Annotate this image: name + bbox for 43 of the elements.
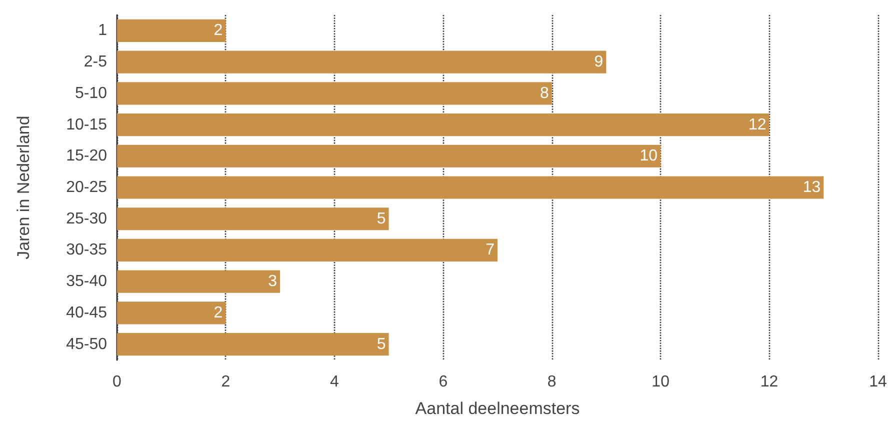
x-tick-label: 0: [112, 374, 122, 390]
data-label: 13: [802, 179, 821, 196]
y-tick-label: 2-5: [84, 54, 108, 71]
bar: [117, 176, 824, 199]
bar: [117, 82, 552, 105]
data-label: 10: [640, 148, 658, 165]
y-tick-label: 20-25: [66, 179, 108, 196]
x-tick-label: 8: [547, 374, 556, 390]
bar: [117, 270, 280, 293]
data-label: 9: [594, 54, 604, 71]
data-label: 8: [540, 84, 549, 102]
y-tick-label: 15-20: [66, 148, 108, 165]
y-axis-title: Jaren in Nederland: [14, 116, 33, 260]
y-tick-label: 40-45: [66, 304, 108, 322]
bar: [117, 333, 389, 356]
x-tick-label: 2: [221, 374, 230, 390]
x-tick-label: 12: [760, 374, 778, 390]
bar: [117, 113, 770, 136]
data-label: 12: [748, 116, 766, 134]
data-label: 5: [376, 336, 386, 353]
bar: [117, 208, 389, 230]
data-label: 2: [214, 304, 223, 322]
y-tick-label: 5-10: [74, 84, 108, 102]
x-tick-label: 6: [438, 374, 448, 390]
y-tick-label: 30-35: [66, 242, 108, 259]
x-tick-label: 4: [330, 374, 339, 390]
bar: [117, 19, 226, 42]
y-tick-label: 10-15: [66, 116, 108, 134]
bar: [117, 144, 661, 168]
x-axis-title: Aantal deelneemsters: [415, 399, 580, 418]
y-tick-label: 25-30: [66, 210, 108, 228]
data-label: 7: [486, 242, 495, 259]
bar: [117, 302, 226, 324]
data-label: 3: [268, 273, 278, 290]
y-tick-label: 35-40: [66, 273, 108, 290]
data-label: 5: [376, 210, 386, 228]
y-tick-label: 1: [98, 22, 108, 40]
x-tick-label: 10: [652, 374, 670, 390]
y-tick-label: 45-50: [66, 336, 108, 353]
bar: [117, 50, 606, 74]
bar: [117, 238, 498, 262]
x-tick-label: 14: [869, 374, 887, 390]
data-label: 2: [214, 22, 223, 40]
